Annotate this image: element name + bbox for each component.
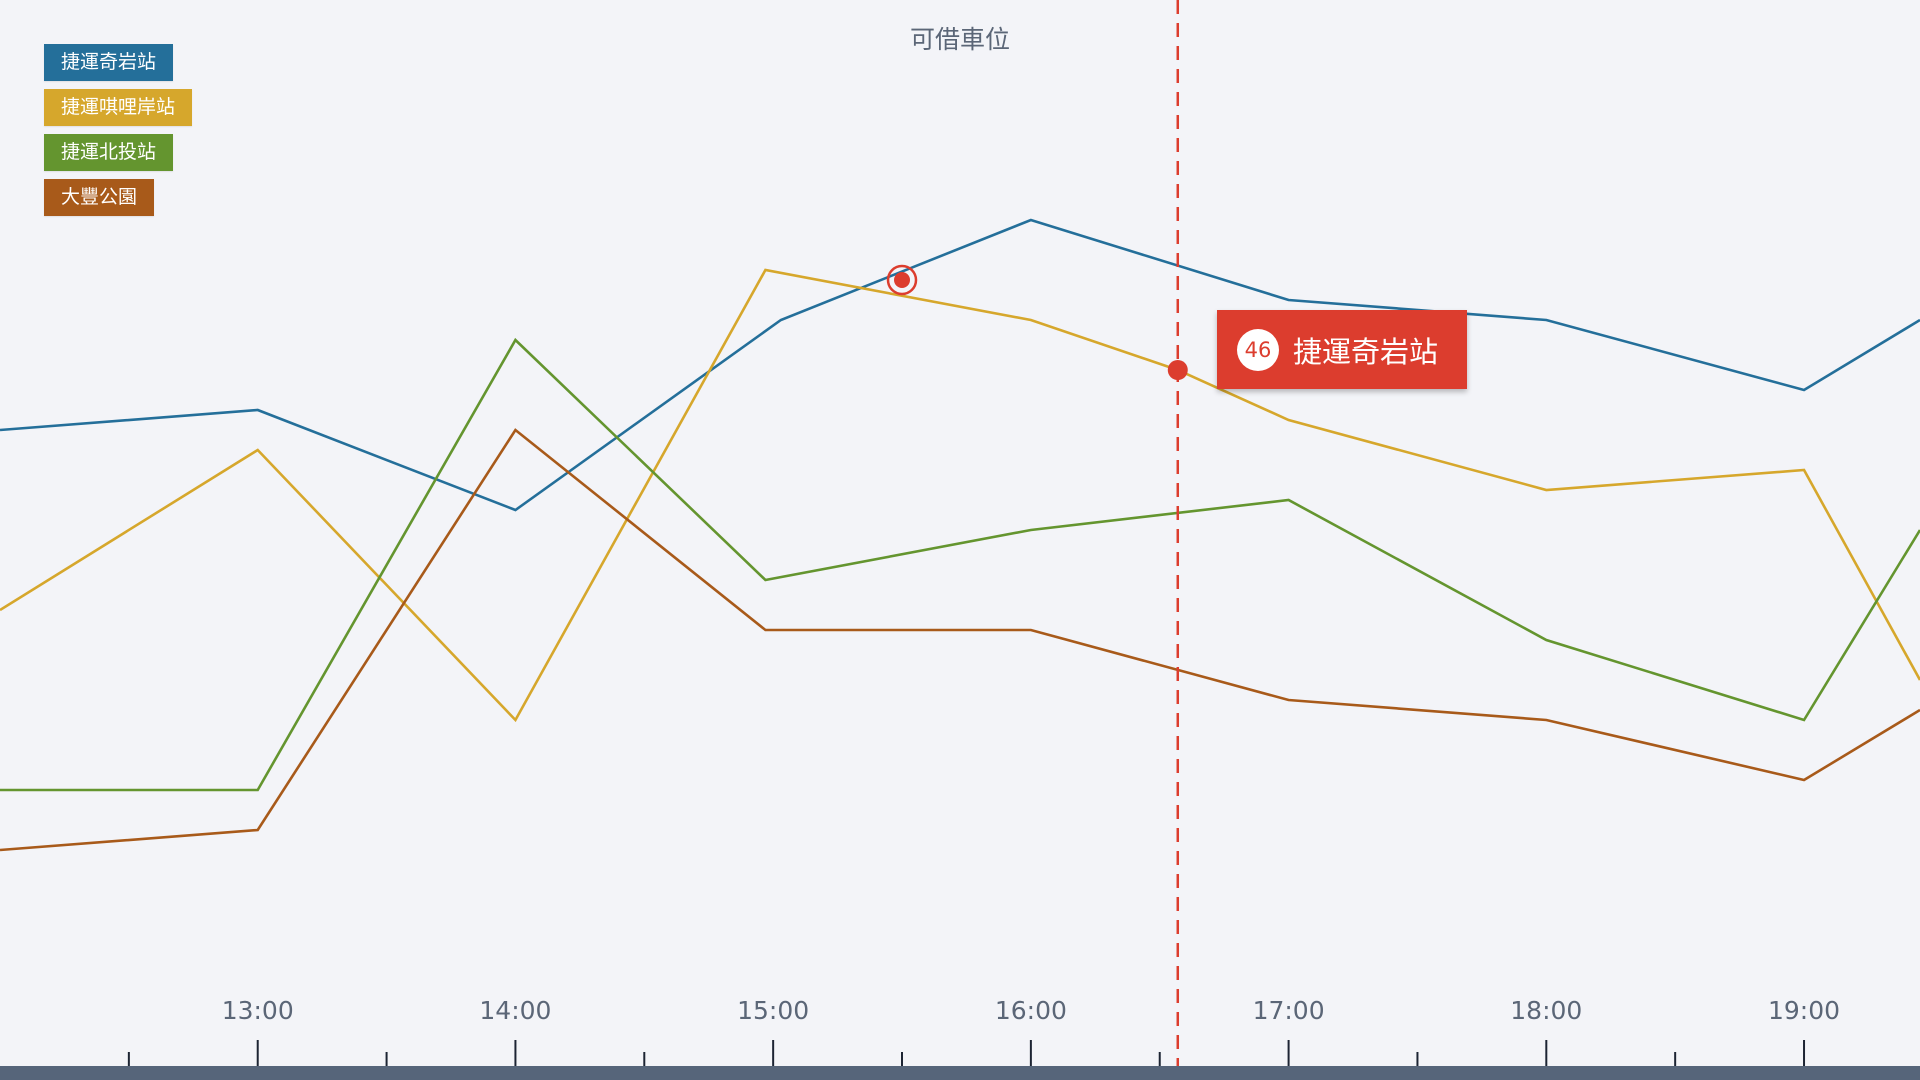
legend-item-qiyan[interactable]: 捷運奇岩站 [44,44,174,81]
x-tick-label: 13:00 [222,996,294,1025]
x-tick-label: 17:00 [1253,996,1325,1025]
tooltip-series-label: 捷運奇岩站 [1293,334,1439,369]
series-line-0 [0,218,1920,512]
series-line-3 [0,428,1920,852]
highlight-ring [886,264,918,296]
series-line-1 [0,268,1920,723]
legend: 捷運奇岩站 捷運唭哩岸站 捷運北投站 大豐公園 [44,44,193,216]
x-tick-label: 16:00 [995,996,1067,1025]
x-tick-label: 14:00 [479,996,551,1025]
x-tick-label: 15:00 [737,996,809,1025]
legend-item-qiliaan[interactable]: 捷運唭哩岸站 [44,89,193,126]
hover-tooltip: 46 捷運奇岩站 [1217,310,1467,389]
legend-item-dafeng-park[interactable]: 大豐公園 [44,179,155,216]
x-tick-label: 18:00 [1510,996,1582,1025]
x-tick-label: 19:00 [1768,996,1840,1025]
tooltip-value-badge: 46 [1237,328,1279,371]
cursor-point [1167,360,1188,380]
highlight-point [894,272,911,288]
series-line-2 [0,337,1920,792]
legend-item-beitou[interactable]: 捷運北投站 [44,134,174,171]
x-axis-bar [0,1066,1920,1080]
